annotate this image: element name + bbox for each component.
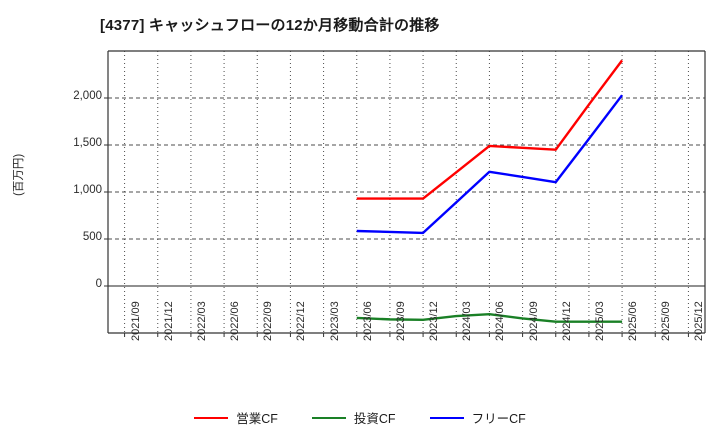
legend-label: 営業CF: [236, 412, 278, 426]
x-axis-tick-label: 2023/12: [428, 301, 441, 341]
series-line: [356, 59, 624, 200]
legend-line-icon: [311, 416, 346, 419]
legend-line-icon: [194, 416, 229, 419]
x-axis-tick-label: 2022/12: [295, 301, 308, 341]
x-axis-tick-label: 2025/06: [627, 301, 640, 341]
gridlines: [104, 51, 705, 337]
x-axis-tick-label: 2024/06: [494, 301, 507, 341]
y-axis-tick-label: 2,000: [73, 90, 102, 102]
x-axis-tick-label: 2022/09: [262, 301, 275, 341]
x-axis-tick-label: 2025/12: [693, 301, 706, 341]
x-axis-tick-label: 2024/09: [527, 301, 540, 341]
x-axis-tick-label: 2025/09: [660, 301, 673, 341]
x-axis-tick-label: 2025/03: [593, 301, 606, 341]
x-axis-tick-label: 2021/12: [162, 301, 175, 341]
y-axis-tick-label: 500: [82, 231, 102, 243]
legend-item[interactable]: 営業CF: [194, 408, 278, 427]
x-axis-tick-label: 2023/09: [394, 301, 407, 341]
x-axis-tick-label: 2023/06: [361, 301, 374, 341]
legend-item[interactable]: 投資CF: [311, 408, 396, 427]
x-axis-tick-label: 2024/12: [560, 301, 573, 341]
legend-label: フリーCF: [471, 412, 526, 426]
legend-label: 投資CF: [353, 412, 396, 426]
x-axis-tick-label: 2022/06: [229, 301, 242, 341]
y-axis-tick-label: 0: [95, 278, 102, 290]
series-lines: [356, 59, 624, 323]
y-axis-tick-label: 1,000: [73, 184, 102, 196]
legend-line-icon: [429, 416, 464, 419]
chart-title: [4377] キャッシュフローの12か月移動合計の推移: [100, 17, 440, 34]
x-axis-tick-label: 2021/09: [129, 301, 142, 341]
x-axis-tick-label: 2023/03: [328, 301, 341, 341]
x-axis-tick-label: 2024/03: [461, 301, 474, 341]
series-line: [356, 94, 624, 235]
y-axis-tick-label: 1,500: [73, 137, 102, 149]
plot-frame: [107, 50, 706, 334]
chart-legend: 営業CF 投資CF フリーCF: [0, 408, 720, 427]
x-axis-tick-label: 2022/03: [195, 301, 208, 341]
series-line: [356, 313, 623, 323]
legend-item[interactable]: フリーCF: [429, 408, 526, 427]
